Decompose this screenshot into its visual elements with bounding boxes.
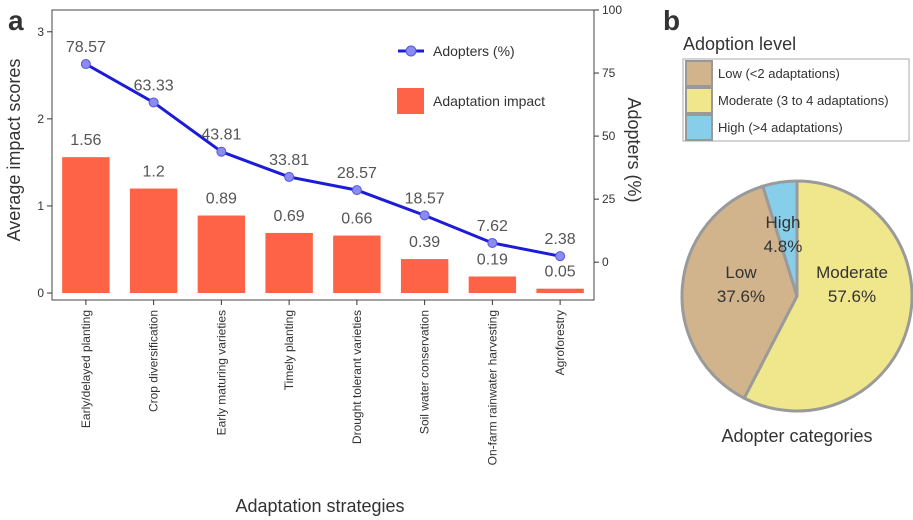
adopters-value-label: 63.33 <box>134 77 174 94</box>
bar <box>129 188 178 294</box>
panel-label-b: b <box>663 5 680 36</box>
pie-slice-label: High <box>766 213 801 232</box>
pie-legend-title: Adoption level <box>683 34 796 54</box>
adopters-value-label: 7.62 <box>477 218 508 235</box>
bar-value-label: 0.69 <box>274 208 305 225</box>
adopters-value-label: 18.57 <box>405 190 445 207</box>
panel-label-a: a <box>8 5 24 36</box>
adopters-point <box>216 146 227 157</box>
adopters-line <box>85 62 561 258</box>
pie-xlabel: Adopter categories <box>721 426 872 446</box>
pie-slice-value: 37.6% <box>717 287 765 306</box>
adopters-value-label: 33.81 <box>269 152 309 169</box>
y-tick-label: 2 <box>37 112 44 126</box>
y-axis-title: Average impact scores <box>4 59 24 242</box>
legend-point-swatch <box>405 45 417 57</box>
x-tick-label: Crop diversification <box>147 310 161 412</box>
x-tick-label: Early/delayed planting <box>79 310 93 428</box>
adopters-value-label: 43.81 <box>201 127 241 144</box>
pie-slice-label: Moderate <box>816 263 888 282</box>
bar-value-label: 0.39 <box>409 234 440 251</box>
adopters-point <box>419 210 430 221</box>
y-tick-label: 3 <box>37 25 44 39</box>
bar <box>468 276 517 294</box>
bar <box>536 288 584 294</box>
bar-value-label: 0.89 <box>206 191 237 208</box>
bar-value-label: 0.19 <box>477 251 508 268</box>
x-tick-label: Drought tolerant varieties <box>350 310 364 444</box>
adopters-point <box>148 97 159 108</box>
x-tick-label: Soil water conservation <box>418 310 432 434</box>
y-right-tick-label: 100 <box>602 3 622 17</box>
adopters-point <box>555 251 566 262</box>
pie-slice <box>742 179 913 413</box>
bar <box>197 215 246 294</box>
bar <box>400 259 449 294</box>
pie-slice-value: 4.8% <box>764 237 803 256</box>
y-right-tick-label: 50 <box>602 129 616 143</box>
pie-legend-swatch <box>685 114 713 141</box>
x-tick-label: Agroforestry <box>553 310 567 375</box>
adopters-point <box>351 185 362 196</box>
adopters-value-label: 78.57 <box>66 39 106 56</box>
pie-slice-label: Low <box>725 263 757 282</box>
x-tick-label: On-farm rainwater harvesting <box>485 310 499 465</box>
pie-slice <box>760 179 799 297</box>
bar <box>333 235 381 294</box>
bar-value-label: 0.66 <box>341 211 372 228</box>
adopters-value-label: 2.38 <box>545 231 576 248</box>
x-tick-label: Early maturing varieties <box>214 310 228 435</box>
y-right-tick-label: 25 <box>602 192 616 206</box>
x-axis-title: Adaptation strategies <box>235 496 404 516</box>
y-right-tick-label: 75 <box>602 66 616 80</box>
pie-legend-swatch <box>685 60 713 87</box>
bar-value-label: 0.05 <box>545 264 576 281</box>
x-tick-label: Timely planting <box>282 310 296 390</box>
adopters-point <box>487 237 498 248</box>
pie-slice <box>680 184 799 401</box>
pie-legend-label: High (>4 adaptations) <box>718 120 843 135</box>
legend-bar-label: Adaptation impact <box>433 93 545 109</box>
pie-legend-label: Low (<2 adaptations) <box>718 66 840 81</box>
legend-bar-swatch <box>397 88 424 114</box>
bar <box>62 157 110 294</box>
adopters-value-label: 28.57 <box>337 165 377 182</box>
pie-slice-value: 57.6% <box>828 287 876 306</box>
bar <box>265 232 313 294</box>
pie-legend-box <box>682 58 910 142</box>
legend-line-label: Adopters (%) <box>433 43 515 59</box>
impact-chart: 1.56 1.2 0.89 0.69 0.66 0.39 0.19 0.05 78.57 63.… <box>4 3 644 516</box>
adoption-pie-chart: Adoption level Low (<2 adaptations) Moder… <box>680 34 913 446</box>
y-tick-label: 0 <box>37 286 44 300</box>
y-axis-right-title: Adopters (%) <box>624 97 644 202</box>
bar-value-label: 1.2 <box>143 164 165 181</box>
adopters-point <box>284 171 295 182</box>
bar-value-label: 1.56 <box>70 132 101 149</box>
pie-legend-label: Moderate (3 to 4 adaptations) <box>718 93 889 108</box>
pie-legend-swatch <box>685 87 713 114</box>
legend: Adopters (%) Adaptation impact <box>397 43 545 114</box>
y-right-tick-label: 0 <box>602 255 609 269</box>
adopters-point <box>80 59 91 70</box>
y-tick-label: 1 <box>37 199 44 213</box>
